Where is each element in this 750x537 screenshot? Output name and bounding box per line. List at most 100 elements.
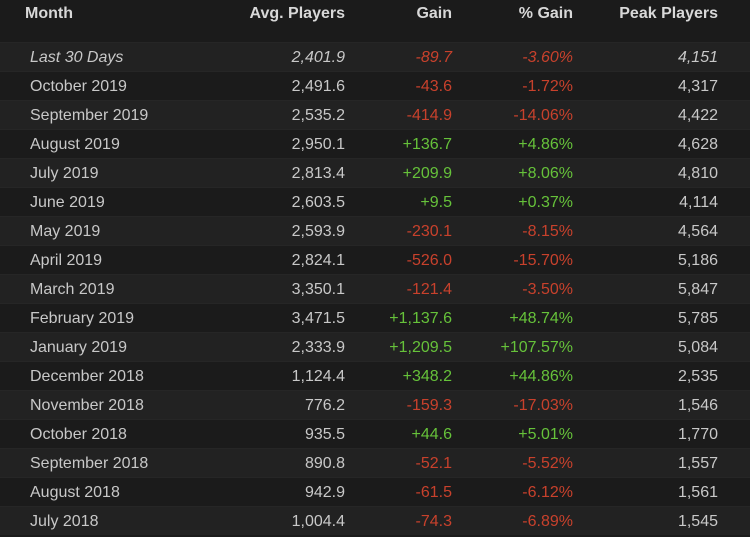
table-row: May 2019 2,593.9 -230.1 -8.15% 4,564 bbox=[0, 216, 750, 245]
peak-players-cell: 4,317 bbox=[677, 78, 718, 95]
pct-gain-cell: +8.06% bbox=[518, 165, 573, 182]
peak-players-cell: 4,422 bbox=[677, 107, 718, 124]
avg-players-cell: 776.2 bbox=[304, 397, 345, 414]
gain-cell: -43.6 bbox=[415, 78, 452, 95]
gain-cell: -74.3 bbox=[415, 513, 452, 530]
table-row: October 2018 935.5 +44.6 +5.01% 1,770 bbox=[0, 419, 750, 448]
table-row: September 2018 890.8 -52.1 -5.52% 1,557 bbox=[0, 448, 750, 477]
table-row: Last 30 Days 2,401.9 -89.7 -3.60% 4,151 bbox=[0, 42, 750, 71]
month-cell: March 2019 bbox=[30, 281, 115, 298]
table-row: March 2019 3,350.1 -121.4 -3.50% 5,847 bbox=[0, 274, 750, 303]
table-row: July 2018 1,004.4 -74.3 -6.89% 1,545 bbox=[0, 506, 750, 535]
gain-cell: -89.7 bbox=[415, 49, 452, 66]
peak-players-cell: 5,084 bbox=[677, 339, 718, 356]
table-row: September 2019 2,535.2 -414.9 -14.06% 4,422 bbox=[0, 100, 750, 129]
table-row: October 2019 2,491.6 -43.6 -1.72% 4,317 bbox=[0, 71, 750, 100]
avg-players-cell: 2,824.1 bbox=[291, 252, 345, 269]
pct-gain-cell: -6.89% bbox=[522, 513, 573, 530]
avg-players-cell: 3,471.5 bbox=[291, 310, 345, 327]
avg-players-cell: 2,603.5 bbox=[291, 194, 345, 211]
gain-cell: +9.5 bbox=[420, 194, 452, 211]
avg-players-cell: 2,491.6 bbox=[291, 78, 345, 95]
pct-gain-cell: -3.50% bbox=[522, 281, 573, 298]
month-cell: November 2018 bbox=[30, 397, 144, 414]
peak-players-cell: 5,186 bbox=[677, 252, 718, 269]
avg-players-cell: 942.9 bbox=[304, 484, 345, 501]
pct-gain-cell: -17.03% bbox=[513, 397, 573, 414]
peak-players-cell: 1,557 bbox=[677, 455, 718, 472]
month-cell: February 2019 bbox=[30, 310, 135, 327]
table-row: August 2019 2,950.1 +136.7 +4.86% 4,628 bbox=[0, 129, 750, 158]
header-cell: Avg. Players bbox=[249, 5, 345, 22]
pct-gain-cell: -3.60% bbox=[522, 49, 573, 66]
table-row: February 2019 3,471.5 +1,137.6 +48.74% 5,785 bbox=[0, 303, 750, 332]
avg-players-cell: 935.5 bbox=[304, 426, 345, 443]
peak-players-cell: 4,628 bbox=[677, 136, 718, 153]
gain-cell: -52.1 bbox=[415, 455, 452, 472]
avg-players-cell: 890.8 bbox=[304, 455, 345, 472]
header-cell: Gain bbox=[416, 5, 452, 22]
peak-players-cell: 4,564 bbox=[677, 223, 718, 240]
pct-gain-cell: +48.74% bbox=[509, 310, 573, 327]
table-row: January 2019 2,333.9 +1,209.5 +107.57% 5,084 bbox=[0, 332, 750, 361]
gain-cell: -414.9 bbox=[406, 107, 452, 124]
peak-players-cell: 5,847 bbox=[677, 281, 718, 298]
avg-players-cell: 1,004.4 bbox=[291, 513, 345, 530]
pct-gain-cell: -14.06% bbox=[513, 107, 573, 124]
pct-gain-cell: -15.70% bbox=[513, 252, 573, 269]
peak-players-cell: 1,545 bbox=[677, 513, 718, 530]
header-cell: Peak Players bbox=[619, 5, 718, 22]
month-cell: January 2019 bbox=[30, 339, 127, 356]
pct-gain-cell: -6.12% bbox=[522, 484, 573, 501]
month-cell: July 2019 bbox=[30, 165, 99, 182]
pct-gain-cell: +5.01% bbox=[518, 426, 573, 443]
header-cell: % Gain bbox=[518, 5, 573, 22]
table-row: June 2019 2,603.5 +9.5 +0.37% 4,114 bbox=[0, 187, 750, 216]
peak-players-cell: 4,151 bbox=[677, 49, 718, 66]
gain-cell: +1,137.6 bbox=[389, 310, 452, 327]
pct-gain-cell: -5.52% bbox=[522, 455, 573, 472]
month-cell: October 2018 bbox=[30, 426, 127, 443]
avg-players-cell: 2,813.4 bbox=[291, 165, 345, 182]
gain-cell: -526.0 bbox=[406, 252, 452, 269]
peak-players-cell: 4,114 bbox=[679, 194, 718, 211]
month-cell: September 2019 bbox=[30, 107, 149, 124]
header-cell: Month bbox=[25, 5, 73, 22]
peak-players-cell: 4,810 bbox=[677, 165, 718, 182]
pct-gain-cell: +44.86% bbox=[509, 368, 573, 385]
pct-gain-cell: +4.86% bbox=[518, 136, 573, 153]
gain-cell: +348.2 bbox=[402, 368, 452, 385]
peak-players-cell: 5,785 bbox=[677, 310, 718, 327]
avg-players-cell: 2,593.9 bbox=[291, 223, 345, 240]
table-row: August 2018 942.9 -61.5 -6.12% 1,561 bbox=[0, 477, 750, 506]
gain-cell: +209.9 bbox=[402, 165, 452, 182]
month-cell: June 2019 bbox=[30, 194, 105, 211]
table-row: November 2018 776.2 -159.3 -17.03% 1,546 bbox=[0, 390, 750, 419]
gain-cell: -121.4 bbox=[406, 281, 452, 298]
month-cell: August 2019 bbox=[30, 136, 120, 153]
peak-players-cell: 1,561 bbox=[677, 484, 718, 501]
pct-gain-cell: +0.37% bbox=[518, 194, 573, 211]
header-row: Month Avg. Players Gain % Gain Peak Players bbox=[0, 0, 750, 42]
peak-players-cell: 1,546 bbox=[677, 397, 718, 414]
pct-gain-cell: +107.57% bbox=[500, 339, 573, 356]
month-cell: April 2019 bbox=[30, 252, 103, 269]
month-cell: October 2019 bbox=[30, 78, 127, 95]
avg-players-cell: 1,124.4 bbox=[291, 368, 345, 385]
table-row: July 2019 2,813.4 +209.9 +8.06% 4,810 bbox=[0, 158, 750, 187]
avg-players-cell: 2,950.1 bbox=[291, 136, 345, 153]
pct-gain-cell: -8.15% bbox=[522, 223, 573, 240]
gain-cell: +1,209.5 bbox=[389, 339, 452, 356]
month-cell: September 2018 bbox=[30, 455, 149, 472]
month-cell: May 2019 bbox=[30, 223, 101, 240]
avg-players-cell: 3,350.1 bbox=[291, 281, 345, 298]
table-row: December 2018 1,124.4 +348.2 +44.86% 2,535 bbox=[0, 361, 750, 390]
gain-cell: -230.1 bbox=[406, 223, 452, 240]
gain-cell: +136.7 bbox=[402, 136, 452, 153]
peak-players-cell: 1,770 bbox=[677, 426, 718, 443]
table-row: April 2019 2,824.1 -526.0 -15.70% 5,186 bbox=[0, 245, 750, 274]
avg-players-cell: 2,401.9 bbox=[291, 49, 345, 66]
gain-cell: -159.3 bbox=[406, 397, 452, 414]
